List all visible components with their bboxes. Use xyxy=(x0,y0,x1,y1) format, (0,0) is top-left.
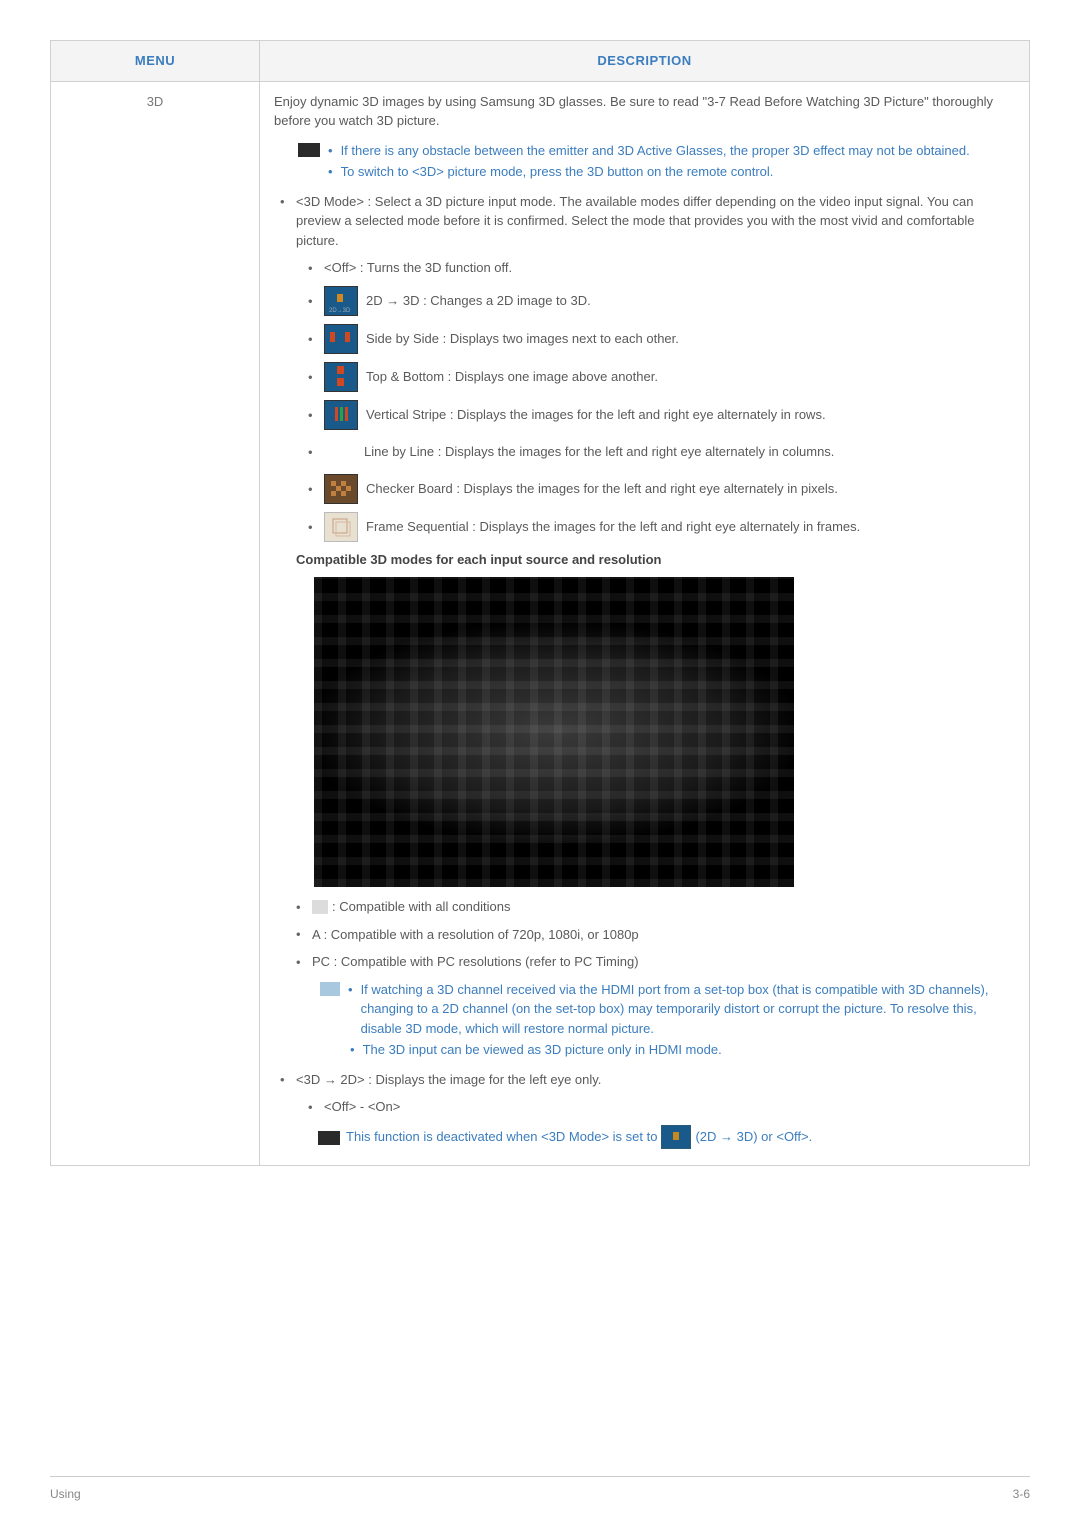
thumb-ll-icon xyxy=(324,438,356,466)
thumb-vs-icon xyxy=(324,400,358,430)
mode-fs: Frame Sequential : Displays the images f… xyxy=(308,512,1015,542)
mode-ll: Line by Line : Displays the images for t… xyxy=(308,438,1015,466)
thumb-fs-icon xyxy=(324,512,358,542)
compat-table-image xyxy=(314,577,794,887)
header-desc: DESCRIPTION xyxy=(260,41,1030,82)
legend-all: : Compatible with all conditions xyxy=(296,897,1015,917)
note1-text: If there is any obstacle between the emi… xyxy=(341,141,970,161)
note2-text: To switch to <3D> picture mode, press th… xyxy=(341,162,774,182)
off-on: <Off> - <On> xyxy=(308,1097,1015,1117)
deactivated-note: This function is deactivated when <3D Mo… xyxy=(318,1125,1015,1149)
page-footer: Using 3-6 xyxy=(50,1476,1030,1503)
header-menu: MENU xyxy=(51,41,260,82)
note-icon xyxy=(298,143,320,157)
note-icon xyxy=(320,982,340,996)
thumb-sbs-icon xyxy=(324,324,358,354)
svg-text:2D→3D: 2D→3D xyxy=(329,308,351,314)
thumb-2d3d-icon: 2D→3D xyxy=(324,286,358,316)
menu-cell: 3D xyxy=(51,81,260,1165)
info-note-1: • If there is any obstacle between the e… xyxy=(298,141,1015,182)
mode-off: <Off> : Turns the 3D function off. xyxy=(308,258,1015,278)
compat-heading: Compatible 3D modes for each input sourc… xyxy=(296,550,1015,570)
tiny-2d3d-icon xyxy=(661,1125,691,1149)
legend-pc: PC : Compatible with PC resolutions (ref… xyxy=(296,952,1015,972)
mode-sbs: Side by Side : Displays two images next … xyxy=(308,324,1015,354)
legend-all-icon xyxy=(312,900,328,914)
mode-cb: Checker Board : Displays the images for … xyxy=(308,474,1015,504)
mode-3d2d: <3D → 2D> : Displays the image for the l… xyxy=(280,1070,1015,1149)
thumb-cb-icon xyxy=(324,474,358,504)
mode-intro: <3D Mode> : Select a 3D picture input mo… xyxy=(280,192,1015,1060)
mode-vs: Vertical Stripe : Displays the images fo… xyxy=(308,400,1015,430)
mode-tb: Top & Bottom : Displays one image above … xyxy=(308,362,1015,392)
note-icon xyxy=(318,1131,340,1145)
thumb-tb-icon xyxy=(324,362,358,392)
mode-2d3d: 2D→3D 2D → 3D : Changes a 2D image to 3D… xyxy=(308,286,1015,316)
info-note-2: • If watching a 3D channel received via … xyxy=(320,980,1015,1060)
spec-table: MENU DESCRIPTION 3D Enjoy dynamic 3D ima… xyxy=(50,40,1030,1166)
note4-text: The 3D input can be viewed as 3D picture… xyxy=(363,1040,722,1060)
legend-a: A : Compatible with a resolution of 720p… xyxy=(296,925,1015,945)
note3-text: If watching a 3D channel received via th… xyxy=(361,980,1015,1039)
table-row: 3D Enjoy dynamic 3D images by using Sams… xyxy=(51,81,1030,1165)
intro-text: Enjoy dynamic 3D images by using Samsung… xyxy=(274,92,1015,131)
footer-left: Using xyxy=(50,1485,81,1503)
desc-cell: Enjoy dynamic 3D images by using Samsung… xyxy=(260,81,1030,1165)
footer-right: 3-6 xyxy=(1013,1485,1030,1503)
